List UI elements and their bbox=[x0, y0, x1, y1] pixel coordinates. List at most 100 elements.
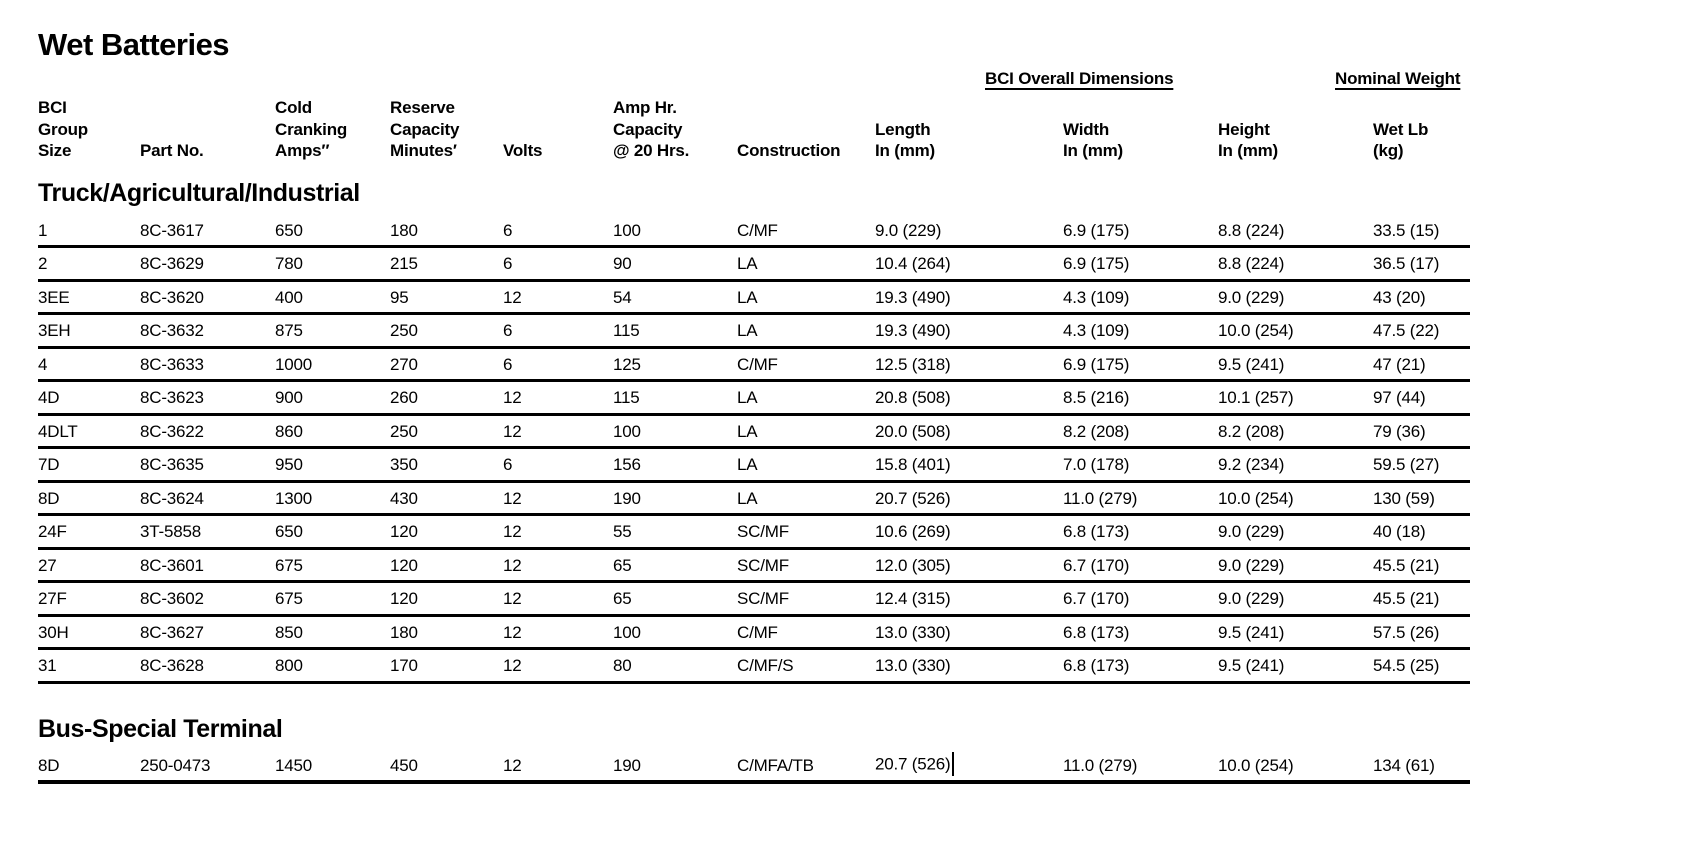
table-cell: LA bbox=[737, 321, 758, 341]
table-cell: 1300 bbox=[275, 488, 313, 508]
table-cell: 215 bbox=[390, 254, 418, 274]
table-cell: 8C-3601 bbox=[140, 555, 204, 575]
table-cell: 97 (44) bbox=[1373, 388, 1426, 408]
table-cell: 65 bbox=[613, 555, 632, 575]
table-cell: 180 bbox=[390, 622, 418, 642]
table-cell: 40 (18) bbox=[1373, 522, 1426, 542]
table-cell: 6.9 (175) bbox=[1063, 254, 1130, 274]
table-cell: 8C-3617 bbox=[140, 220, 204, 240]
table-cell: 9.0 (229) bbox=[875, 220, 942, 240]
table-row: 24F 3T-5858 650 120 12 55 SC/MF 10.6 (269) 6.8 (… bbox=[38, 516, 1470, 550]
table-cell: 47.5 (22) bbox=[1373, 321, 1440, 341]
table-cell: 250 bbox=[390, 421, 418, 441]
table-cell: 6 bbox=[503, 354, 513, 374]
table-cell: 47 (21) bbox=[1373, 354, 1426, 374]
table-cell: 57.5 (26) bbox=[1373, 622, 1440, 642]
table-cell: C/MF bbox=[737, 622, 778, 642]
table-cell: 6.9 (175) bbox=[1063, 354, 1130, 374]
table-cell: 6.7 (170) bbox=[1063, 589, 1130, 609]
table-cell: 6 bbox=[503, 455, 513, 475]
table-cell: LA bbox=[737, 287, 758, 307]
table-cell: SC/MF bbox=[737, 522, 789, 542]
table-row: 27F 8C-3602 675 120 12 65 SC/MF 12.4 (315) 6.7 (… bbox=[38, 583, 1470, 617]
table-cell: 120 bbox=[390, 522, 418, 542]
table-cell: 8C-3602 bbox=[140, 589, 204, 609]
table-cell: 12 bbox=[503, 388, 522, 408]
table-cell: 12.4 (315) bbox=[875, 589, 951, 609]
table-cell: 8.2 (208) bbox=[1218, 421, 1285, 441]
table-cell: 190 bbox=[613, 488, 641, 508]
table-cell: C/MFA/TB bbox=[737, 755, 814, 775]
table-cell: 9.0 (229) bbox=[1218, 589, 1285, 609]
table-cell: 10.4 (264) bbox=[875, 254, 951, 274]
table-cell: 850 bbox=[275, 622, 303, 642]
table-cell: 1 bbox=[38, 220, 48, 240]
table-cell: 8C-3628 bbox=[140, 656, 204, 676]
table-cell: 12 bbox=[503, 589, 522, 609]
table-cell: 115 bbox=[613, 388, 640, 408]
table-cell: 19.3 (490) bbox=[875, 287, 951, 307]
section-title: Truck/Agricultural/Industrial bbox=[38, 179, 360, 208]
table-cell: 45.5 (21) bbox=[1373, 589, 1440, 609]
table-cell: 8.5 (216) bbox=[1063, 388, 1130, 408]
table-cell: 8.2 (208) bbox=[1063, 421, 1130, 441]
table-cell: 250 bbox=[390, 321, 418, 341]
table-cell: 24F bbox=[38, 522, 67, 542]
table-row: 31 8C-3628 800 170 12 80 C/MF/S 13.0 (330) 6.8 (… bbox=[38, 650, 1470, 684]
table-cell: 9.0 (229) bbox=[1218, 555, 1285, 575]
table-cell: 12 bbox=[503, 488, 522, 508]
table-cell: 10.0 (254) bbox=[1218, 488, 1294, 508]
table-cell: 950 bbox=[275, 455, 303, 475]
table-cell: 12.5 (318) bbox=[875, 354, 951, 374]
table-cell: 20.8 (508) bbox=[875, 388, 951, 408]
table-cell: 675 bbox=[275, 555, 303, 575]
table-cell: 6 bbox=[503, 321, 513, 341]
column-header: Length In (mm) bbox=[875, 119, 935, 161]
table-row: 27 8C-3601 675 120 12 65 SC/MF 12.0 (305) 6.7 (1… bbox=[38, 550, 1470, 584]
table-header-area: BCI Overall Dimensions Nominal Weight BC… bbox=[38, 69, 1470, 162]
table-cell: 6 bbox=[503, 254, 513, 274]
battery-spec-table: BCI Overall Dimensions Nominal Weight BC… bbox=[38, 69, 1470, 784]
table-cell: 4.3 (109) bbox=[1063, 321, 1130, 341]
column-header: Height In (mm) bbox=[1218, 119, 1278, 161]
table-cell: 80 bbox=[613, 656, 632, 676]
table-cell: 875 bbox=[275, 321, 303, 341]
table-cell: 7.0 (178) bbox=[1063, 455, 1130, 475]
table-cell: 65 bbox=[613, 589, 632, 609]
table-cell: 30H bbox=[38, 622, 69, 642]
table-cell: 8C-3622 bbox=[140, 421, 204, 441]
table-cell: 115 bbox=[613, 321, 640, 341]
table-cell: 12 bbox=[503, 755, 522, 775]
table-cell: LA bbox=[737, 388, 758, 408]
table-cell: 8C-3624 bbox=[140, 488, 204, 508]
table-cell: 43 (20) bbox=[1373, 287, 1426, 307]
table-cell: 9.0 (229) bbox=[1218, 522, 1285, 542]
column-header-row: BCI Group Size Part No. Cold Cranking Amps… bbox=[38, 97, 1470, 162]
table-cell: 180 bbox=[390, 220, 418, 240]
table-cell: 11.0 (279) bbox=[1063, 755, 1138, 775]
table-row: 2 8C-3629 780 215 6 90 LA 10.4 (264) 6.9 (175) 8.… bbox=[38, 248, 1470, 282]
table-cell: 120 bbox=[390, 589, 418, 609]
table-cell: 33.5 (15) bbox=[1373, 220, 1440, 240]
column-header: Part No. bbox=[140, 141, 204, 161]
table-row: 4 8C-3633 1000 270 6 125 C/MF 12.5 (318) 6.9 (17… bbox=[38, 349, 1470, 383]
table-cell: 4.3 (109) bbox=[1063, 287, 1130, 307]
table-cell: 9.5 (241) bbox=[1218, 656, 1285, 676]
table-cell: 20.7 (526) bbox=[875, 752, 1063, 777]
table-cell: 430 bbox=[390, 488, 418, 508]
table-cell: 270 bbox=[390, 354, 418, 374]
table-cell: 6 bbox=[503, 220, 513, 240]
table-cell: 156 bbox=[613, 455, 641, 475]
table-cell: 800 bbox=[275, 656, 303, 676]
table-cell: 6.7 (170) bbox=[1063, 555, 1130, 575]
table-cell: 59.5 (27) bbox=[1373, 455, 1440, 475]
table-body: Truck/Agricultural/Industrial 1 8C-3617 650… bbox=[38, 180, 1470, 784]
table-cell: 10.6 (269) bbox=[875, 522, 951, 542]
table-cell: 6.8 (173) bbox=[1063, 522, 1130, 542]
table-cell: 900 bbox=[275, 388, 303, 408]
table-row: 8D 8C-3624 1300 430 12 190 LA 20.7 (526) 11.0 (2… bbox=[38, 483, 1470, 517]
table-cell: 8C-3627 bbox=[140, 622, 204, 642]
table-cell: 650 bbox=[275, 220, 303, 240]
table-cell: 31 bbox=[38, 656, 57, 676]
